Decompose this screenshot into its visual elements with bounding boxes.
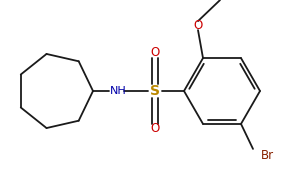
Text: O: O [193,19,203,32]
Text: O: O [150,123,160,135]
Text: Br: Br [261,149,274,162]
Text: S: S [150,84,160,98]
Text: NH: NH [110,86,126,96]
Text: O: O [150,47,160,59]
